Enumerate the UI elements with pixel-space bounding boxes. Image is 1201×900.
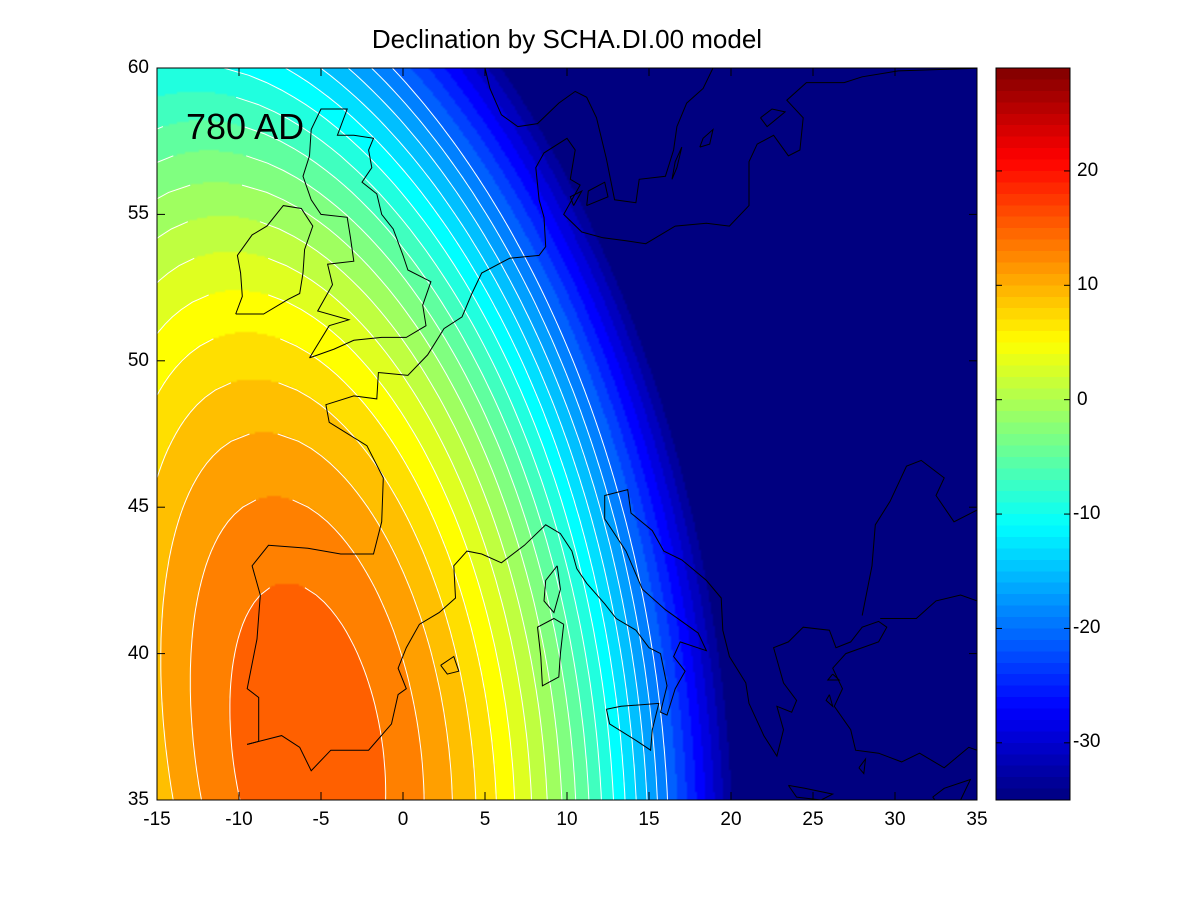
coastlines [235, 68, 977, 800]
colorbar-tick-label: 10 [1077, 274, 1099, 295]
chart-title: Declination by SCHA.DI.00 model [371, 24, 763, 54]
contour-line [241, 184, 563, 800]
coastline-med_west [247, 488, 977, 772]
colorbar-tick-label: -10 [1073, 503, 1101, 524]
coastline-blacksea [861, 459, 977, 616]
x-tick-label: -5 [312, 809, 330, 830]
epoch-label: 780 AD [186, 106, 304, 147]
contour-line [229, 587, 271, 800]
contour-line [292, 499, 425, 800]
x-tick-label: 35 [966, 809, 988, 830]
coastline-mallorca [440, 655, 460, 675]
colorbar-frame [995, 67, 1071, 801]
coastline-ireland [235, 205, 314, 315]
y-tick-label: 45 [127, 496, 149, 517]
declination-field [157, 68, 977, 800]
colorbar-gradient [996, 68, 1070, 800]
contour-line [223, 68, 615, 800]
contour-line [189, 499, 257, 800]
y-tick-label: 40 [127, 643, 149, 664]
coastline-zealand [569, 189, 584, 206]
axis-tick-marks [156, 67, 978, 801]
x-tick-label: 15 [638, 809, 660, 830]
contour-line [319, 68, 637, 800]
contour-line [391, 68, 669, 800]
contour-line [370, 68, 658, 800]
contour-line [160, 433, 250, 800]
coastline-sicily [605, 702, 660, 752]
x-tick-label: 25 [802, 809, 824, 830]
contour-line [277, 433, 453, 800]
contour-line [236, 96, 602, 800]
colorbar-tick-label: 20 [1077, 160, 1099, 181]
x-tick-label: -10 [225, 809, 253, 830]
coastline-cyprus [932, 778, 972, 800]
contour-line [118, 17, 139, 24]
coastline-continent [246, 68, 977, 745]
coastline-lesbos [826, 673, 841, 681]
coastline-crete [787, 784, 835, 800]
coastline-scandinavia [484, 68, 714, 204]
y-tick-label: 60 [127, 57, 149, 78]
contour-line [117, 39, 164, 54]
y-tick-label: 55 [127, 203, 149, 224]
x-tick-label: 0 [397, 809, 409, 830]
y-tick-label: 50 [127, 350, 149, 371]
x-tick-label: 10 [556, 809, 578, 830]
coastline-oland [671, 146, 683, 180]
contour-line [268, 257, 533, 800]
x-tick-label: 20 [720, 809, 742, 830]
coastline-zealand2 [586, 181, 609, 207]
coastline-sardinia [536, 617, 565, 687]
contour-line [347, 68, 648, 800]
contour-line [268, 294, 516, 800]
colorbar-tick-label: -20 [1073, 617, 1101, 638]
contour-line [243, 126, 590, 800]
x-tick-label: -15 [143, 809, 171, 830]
coastline-gotland [699, 128, 714, 148]
colorbar-tick-label: 0 [1077, 389, 1088, 410]
contour-line [304, 587, 387, 800]
contour-line [279, 338, 497, 800]
colorbar-tick-label: -30 [1073, 731, 1101, 752]
colorbar-tick-marks [996, 170, 1070, 744]
contour-line [157, 382, 232, 480]
coastline-britain [302, 108, 432, 359]
contour-line [157, 184, 191, 200]
contour-line [157, 97, 158, 98]
y-tick-label: 35 [127, 789, 149, 810]
coastline-chios [825, 694, 834, 708]
contour-line [157, 126, 164, 130]
x-tick-label: 30 [884, 809, 906, 830]
contour-line [284, 68, 626, 800]
coastline-corsica [543, 565, 561, 614]
coastline-blacksea_south [880, 594, 977, 619]
coastline-saaremaa [760, 108, 787, 128]
contour-line [157, 221, 189, 240]
contour-line [246, 155, 577, 800]
x-tick-label: 5 [479, 809, 491, 830]
coastline-rhodes [858, 757, 867, 775]
